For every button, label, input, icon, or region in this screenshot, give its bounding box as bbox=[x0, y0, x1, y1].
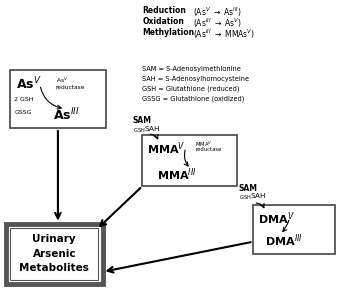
FancyBboxPatch shape bbox=[10, 70, 106, 128]
Text: SAM = S-Adenosylmethionine: SAM = S-Adenosylmethionine bbox=[142, 66, 241, 73]
Text: GSSG: GSSG bbox=[15, 110, 32, 115]
Text: reductase: reductase bbox=[195, 147, 222, 152]
Text: MMA$^V$: MMA$^V$ bbox=[195, 140, 213, 149]
FancyBboxPatch shape bbox=[10, 228, 98, 280]
Text: Arsenic: Arsenic bbox=[32, 249, 76, 259]
FancyArrowPatch shape bbox=[150, 134, 158, 139]
Text: Metabolites: Metabolites bbox=[19, 263, 89, 274]
Text: $\mathbf{MMA}^V$: $\mathbf{MMA}^V$ bbox=[147, 140, 186, 157]
Text: As$^V$: As$^V$ bbox=[56, 76, 68, 86]
Text: $\mathbf{As}^V$: $\mathbf{As}^V$ bbox=[16, 76, 41, 93]
Text: $_{\mathregular{GSH}}$SAH: $_{\mathregular{GSH}}$SAH bbox=[133, 124, 160, 135]
Text: 2 GSH: 2 GSH bbox=[15, 97, 34, 102]
Text: SAM: SAM bbox=[239, 184, 258, 193]
FancyArrowPatch shape bbox=[256, 203, 264, 208]
FancyArrowPatch shape bbox=[41, 87, 61, 109]
FancyBboxPatch shape bbox=[142, 135, 236, 186]
Text: reductase: reductase bbox=[56, 85, 85, 90]
Text: $_{\mathregular{GSH}}$SAH: $_{\mathregular{GSH}}$SAH bbox=[239, 192, 267, 202]
Text: (As$^{III}$ $\rightarrow$ As$^V$): (As$^{III}$ $\rightarrow$ As$^V$) bbox=[193, 17, 242, 30]
FancyBboxPatch shape bbox=[253, 205, 335, 254]
Text: $\mathbf{As}^{III}$: $\mathbf{As}^{III}$ bbox=[53, 106, 80, 123]
Text: Reduction: Reduction bbox=[142, 6, 186, 15]
Text: Methylation: Methylation bbox=[142, 28, 194, 37]
FancyBboxPatch shape bbox=[6, 223, 103, 284]
Text: $\mathbf{DMA}^{III}$: $\mathbf{DMA}^{III}$ bbox=[266, 232, 303, 249]
Text: (As$^{III}$ $\rightarrow$ MMAs$^V$): (As$^{III}$ $\rightarrow$ MMAs$^V$) bbox=[193, 28, 255, 41]
Text: SAH = S-Adenosylhomocysteine: SAH = S-Adenosylhomocysteine bbox=[142, 76, 250, 82]
Text: Urinary: Urinary bbox=[32, 234, 76, 244]
Text: $\mathbf{MMA}^{III}$: $\mathbf{MMA}^{III}$ bbox=[157, 167, 197, 183]
Text: $\mathbf{DMA}^V$: $\mathbf{DMA}^V$ bbox=[258, 210, 295, 227]
FancyArrowPatch shape bbox=[184, 150, 188, 166]
Text: (As$^V$ $\rightarrow$ As$^{III}$): (As$^V$ $\rightarrow$ As$^{III}$) bbox=[193, 6, 242, 20]
Text: GSH = Glutathione (reduced): GSH = Glutathione (reduced) bbox=[142, 86, 240, 92]
Text: SAM: SAM bbox=[133, 116, 152, 125]
Text: GSSG = Glutathione (oxidized): GSSG = Glutathione (oxidized) bbox=[142, 95, 245, 102]
Text: Oxidation: Oxidation bbox=[142, 17, 184, 26]
FancyArrowPatch shape bbox=[283, 220, 289, 231]
